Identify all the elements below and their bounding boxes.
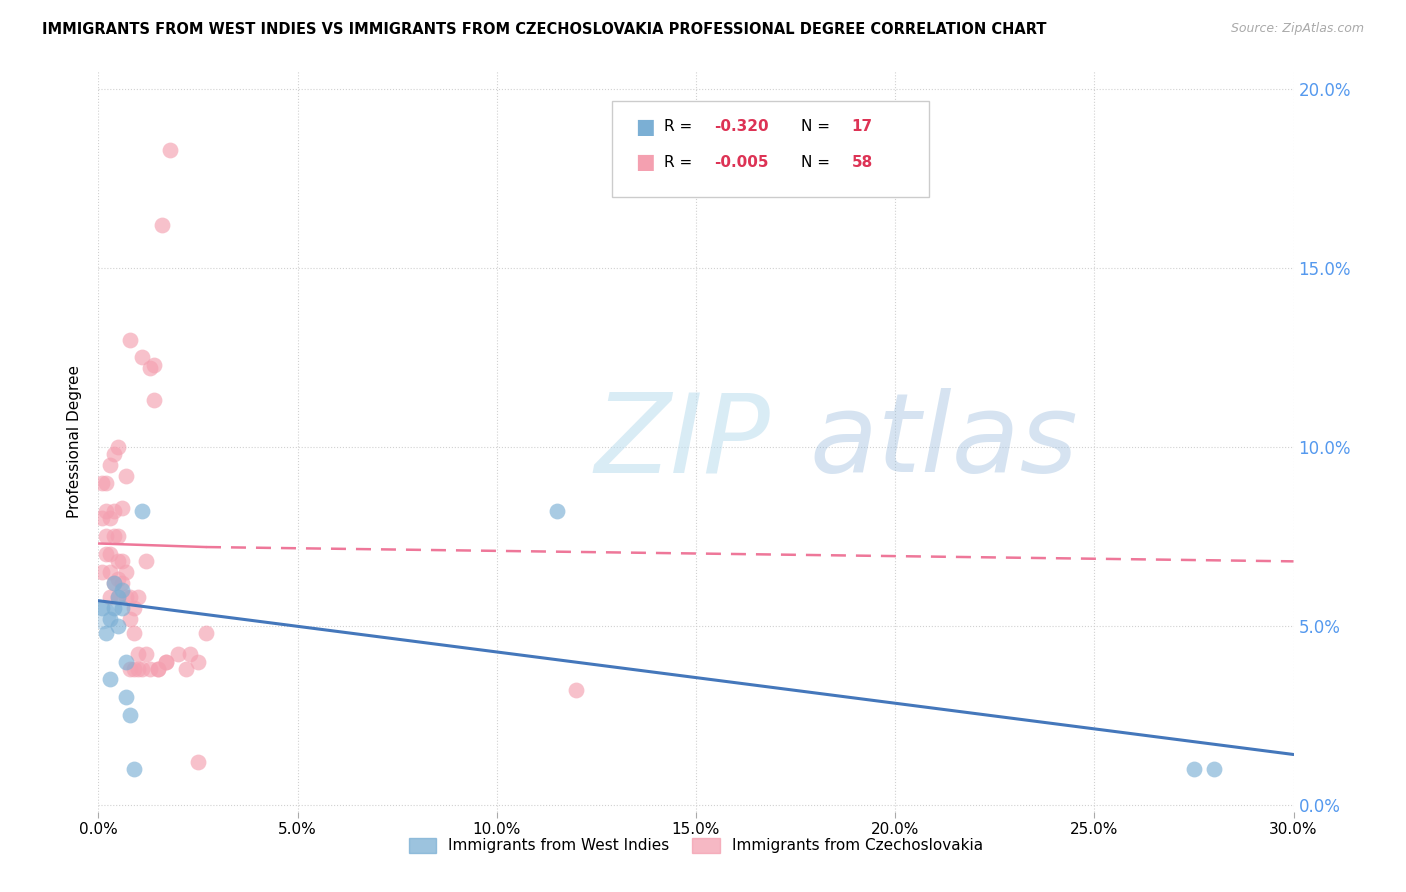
Point (107, 590, 129, 604)
Point (139, 662, 162, 676)
Point (107, 440, 129, 454)
Point (187, 755, 209, 769)
FancyBboxPatch shape (613, 101, 929, 197)
Point (124, 626, 146, 640)
Point (120, 662, 142, 676)
Text: IMMIGRANTS FROM WEST INDIES VS IMMIGRANTS FROM CZECHOSLOVAKIA PROFESSIONAL DEGRE: IMMIGRANTS FROM WEST INDIES VS IMMIGRANT… (42, 22, 1046, 37)
Point (111, 600, 134, 615)
Point (103, 529, 125, 543)
Point (111, 554, 134, 568)
Point (98, 565, 122, 579)
Point (148, 662, 170, 676)
Point (98, 458, 122, 472)
Text: ■: ■ (636, 117, 655, 136)
Point (111, 575, 134, 590)
Point (91, 511, 114, 525)
Point (131, 504, 153, 518)
Point (111, 582, 134, 597)
Point (115, 655, 138, 669)
Text: N =: N = (801, 120, 835, 135)
Point (96, 529, 118, 543)
Point (103, 600, 125, 615)
Point (1202, 762, 1225, 776)
Point (124, 600, 146, 615)
Text: -0.005: -0.005 (714, 155, 769, 169)
Point (103, 575, 125, 590)
Text: ■: ■ (636, 153, 655, 172)
Text: atlas: atlas (810, 388, 1078, 495)
Point (167, 648, 190, 662)
Point (96, 626, 118, 640)
Point (107, 572, 129, 586)
Point (120, 708, 142, 723)
Y-axis label: Professional Degree: Professional Degree (67, 365, 83, 518)
Point (127, 648, 149, 662)
Point (155, 655, 177, 669)
Point (91, 607, 114, 622)
Point (148, 662, 170, 676)
Point (103, 447, 125, 461)
Text: N =: N = (801, 155, 835, 169)
Point (120, 611, 142, 625)
Point (98, 611, 122, 625)
Point (98, 511, 122, 525)
Point (195, 626, 218, 640)
Point (150, 218, 173, 232)
Text: Source: ZipAtlas.com: Source: ZipAtlas.com (1230, 22, 1364, 36)
Point (96, 547, 118, 561)
Point (98, 590, 122, 604)
Point (107, 618, 129, 632)
Text: R =: R = (664, 120, 697, 135)
Point (103, 504, 125, 518)
Point (107, 554, 129, 568)
Point (115, 690, 138, 705)
Point (120, 590, 142, 604)
Text: ZIP: ZIP (595, 388, 770, 495)
Point (546, 504, 568, 518)
Point (135, 648, 157, 662)
Point (155, 655, 177, 669)
Point (135, 554, 157, 568)
Point (107, 590, 129, 604)
Point (174, 662, 197, 676)
Point (96, 504, 118, 518)
Point (143, 393, 166, 408)
Point (120, 333, 142, 347)
Text: 17: 17 (852, 120, 873, 135)
Point (131, 351, 153, 365)
Point (111, 500, 134, 515)
Point (91, 475, 114, 490)
Point (103, 575, 125, 590)
Point (159, 143, 181, 157)
Point (131, 662, 153, 676)
Legend: Immigrants from West Indies, Immigrants from Czechoslovakia: Immigrants from West Indies, Immigrants … (402, 831, 990, 860)
Point (98, 547, 122, 561)
Text: 58: 58 (852, 155, 873, 169)
Point (91, 565, 114, 579)
Point (124, 762, 146, 776)
Point (96, 475, 118, 490)
Point (115, 565, 138, 579)
Point (124, 662, 146, 676)
Point (143, 358, 166, 372)
Point (139, 361, 162, 376)
Point (107, 529, 129, 543)
Point (115, 468, 138, 483)
Point (1182, 762, 1205, 776)
Point (565, 683, 588, 698)
Point (115, 590, 138, 604)
Point (187, 655, 209, 669)
Text: R =: R = (664, 155, 697, 169)
Text: -0.320: -0.320 (714, 120, 769, 135)
Point (127, 590, 149, 604)
Point (98, 673, 122, 687)
Point (179, 648, 201, 662)
Point (127, 662, 149, 676)
Point (91, 600, 114, 615)
